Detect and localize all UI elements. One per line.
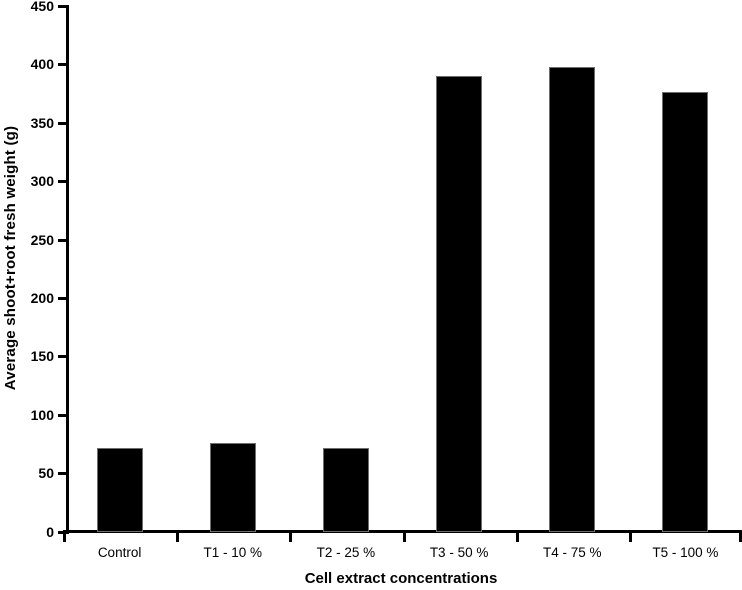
y-tick-label: 100 [30,406,54,423]
x-tick [402,533,406,542]
bar [322,447,369,532]
x-tick [289,533,293,542]
y-tick-label: 150 [30,348,54,365]
category-label: Control [97,545,142,560]
bar [209,443,256,532]
y-tick [58,413,67,417]
bar [96,447,143,532]
y-tick [58,121,67,125]
y-tick [58,472,67,476]
bar [549,67,596,532]
y-tick-label: 250 [30,231,54,248]
y-tick-label: 0 [46,523,54,540]
x-tick [515,533,519,542]
x-axis-title: Cell extract concentrations [304,570,498,587]
category-label: T5 - 100 % [652,545,719,560]
y-tick-label: 450 [30,0,54,14]
y-tick-label: 350 [30,114,54,131]
x-tick [628,533,632,542]
y-tick [58,180,67,184]
x-tick [176,533,180,542]
category-label: T3 - 50 % [429,545,489,560]
y-tick-label: 400 [30,56,54,73]
y-tick [58,530,67,534]
y-tick [58,296,67,300]
y-tick [58,238,67,242]
x-tick [63,533,66,542]
y-tick [58,63,67,67]
bar [662,91,709,532]
category-label: T2 - 25 % [316,545,376,560]
y-tick-label: 50 [38,465,54,482]
y-tick-label: 300 [30,173,54,190]
category-label: T1 - 10 % [203,545,263,560]
x-axis-line [63,530,742,533]
y-tick-label: 200 [30,289,54,306]
y-tick [58,355,67,359]
x-tick [739,533,742,542]
category-label: T4 - 75 % [542,545,602,560]
bar [436,76,483,532]
y-axis-line [66,5,69,534]
y-tick [58,4,67,8]
